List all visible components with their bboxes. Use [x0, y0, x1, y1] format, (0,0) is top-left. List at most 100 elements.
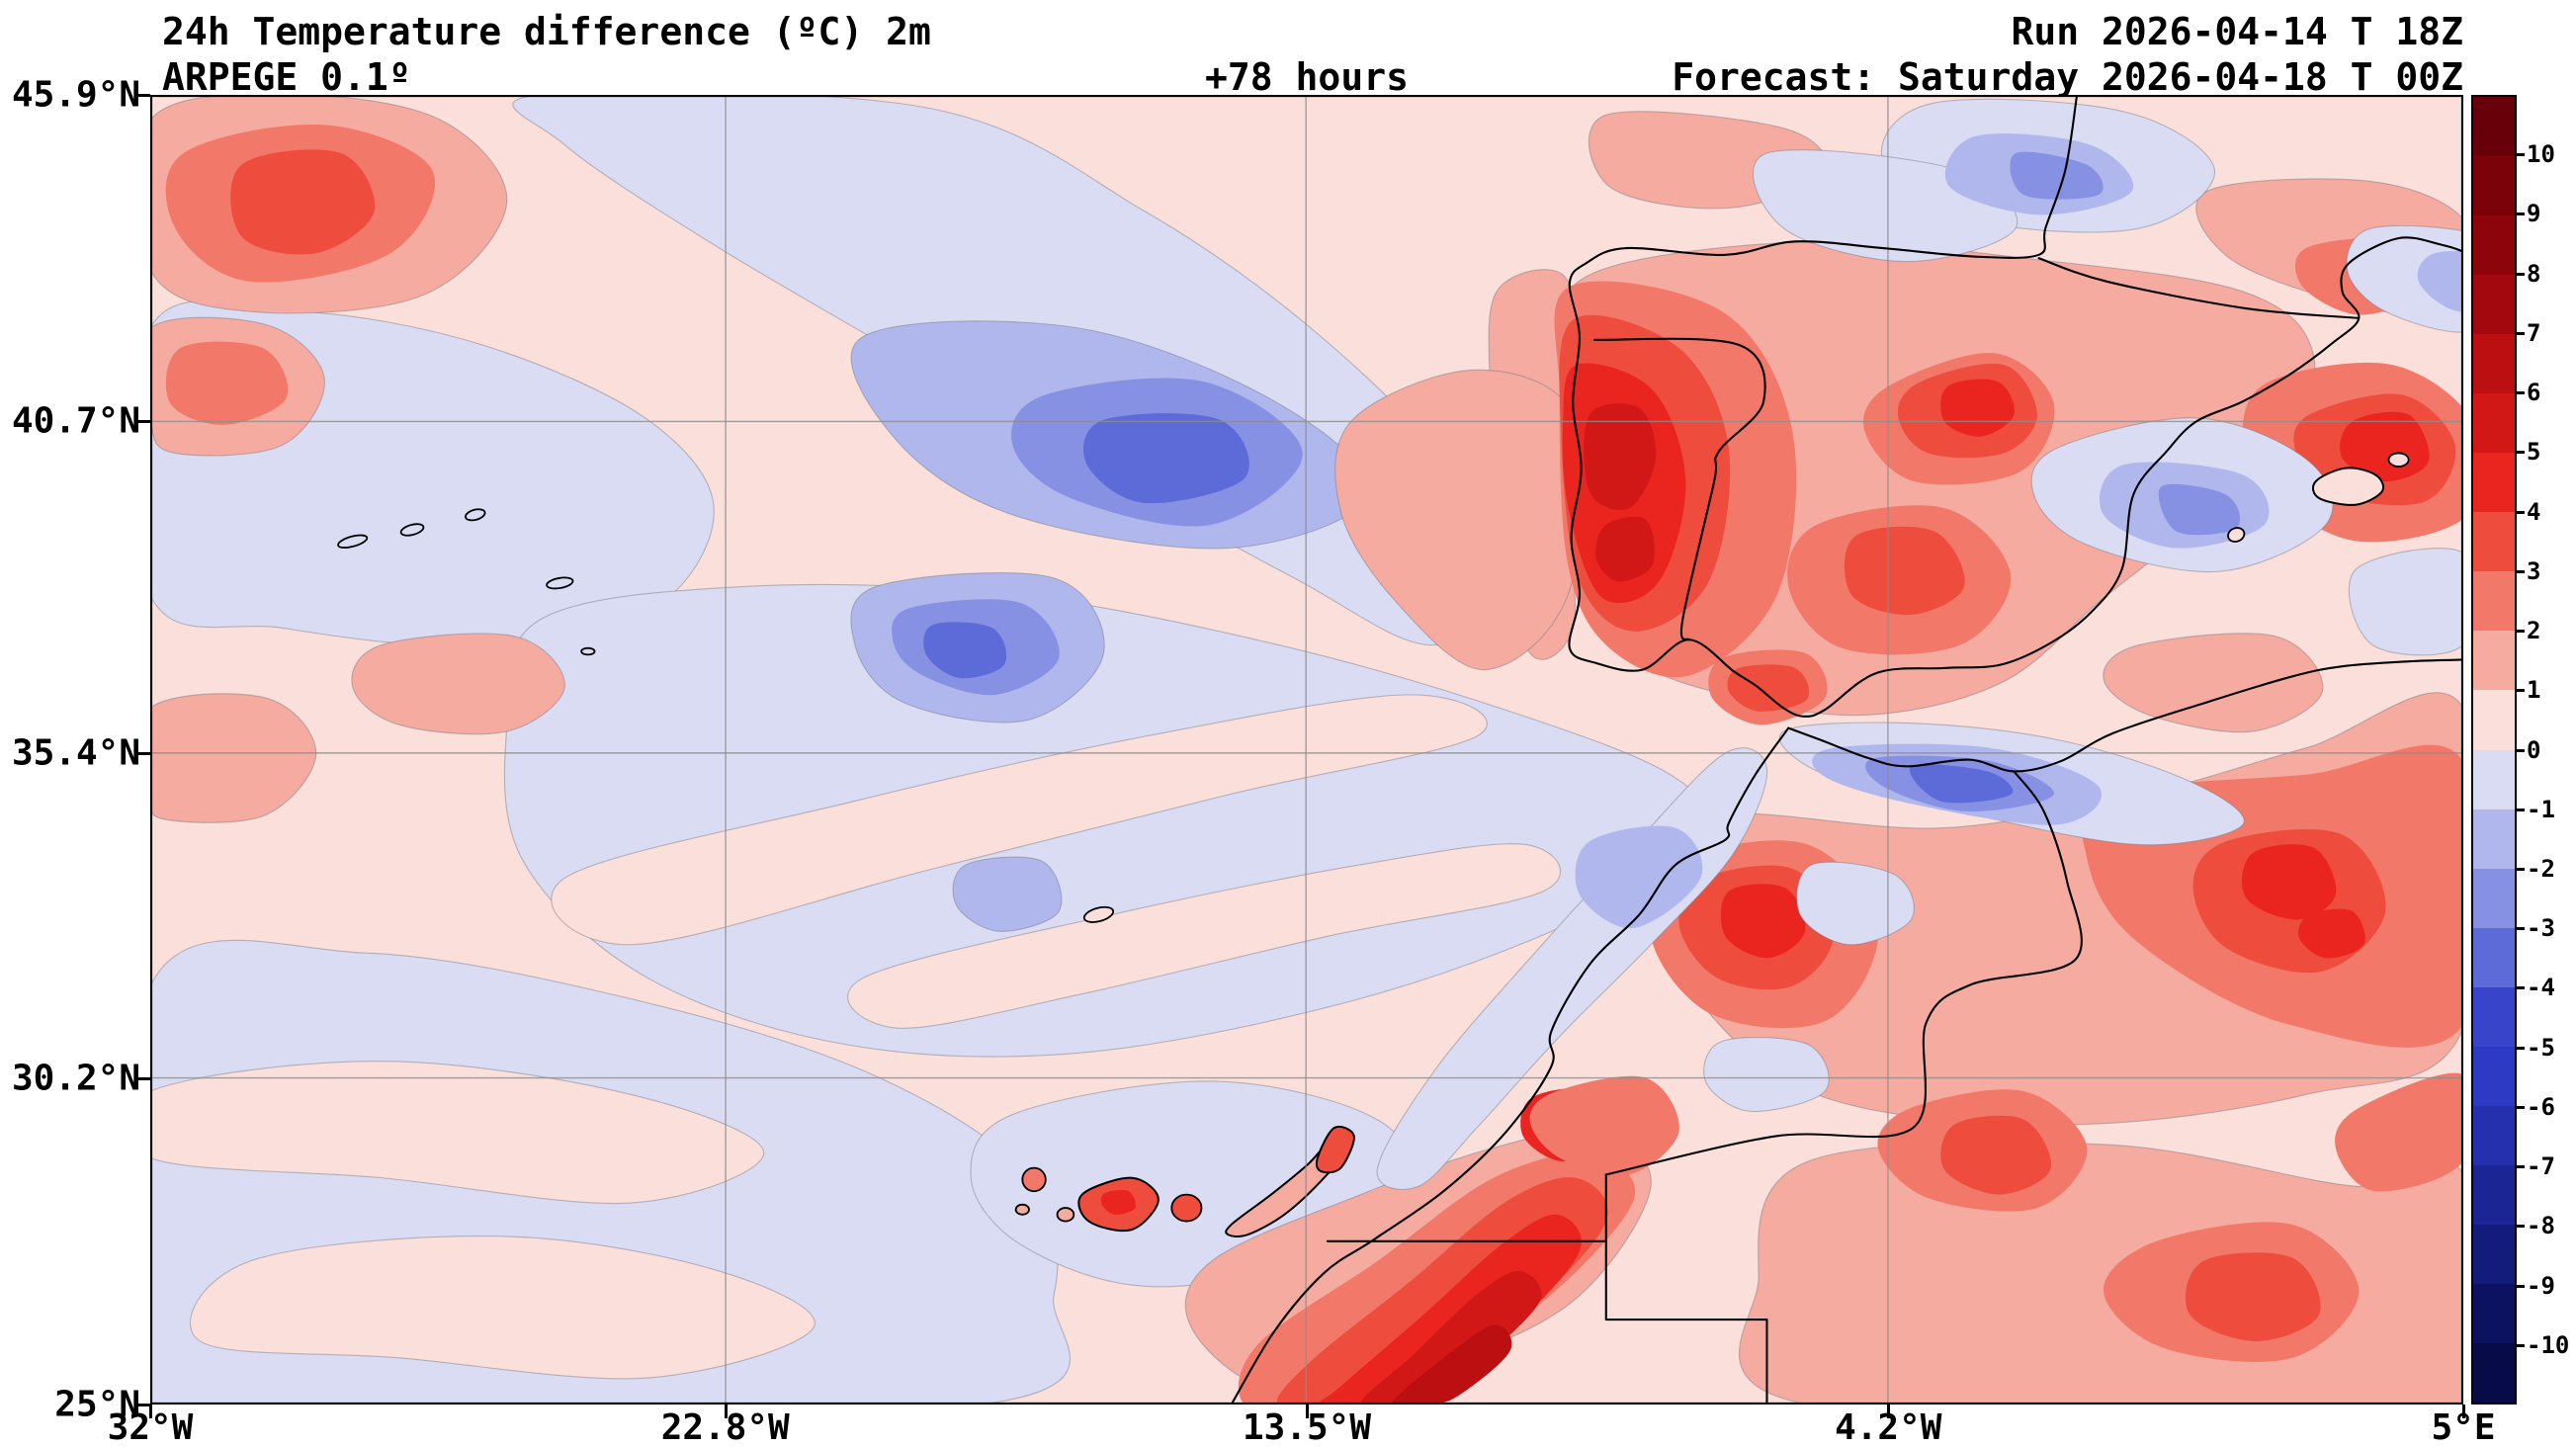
- model-label: ARPEGE 0.1º: [162, 55, 411, 99]
- colorbar-tick: [2517, 272, 2525, 276]
- contour-region: [552, 695, 1487, 945]
- colorbar-tick: [2517, 808, 2525, 811]
- colorbar-segment: [2473, 571, 2515, 632]
- lon-label: 5°E: [2431, 1407, 2496, 1448]
- plot-frame: [151, 96, 2462, 1404]
- contour-region: [1797, 862, 1915, 945]
- colorbar-segment: [2473, 631, 2515, 691]
- colorbar-segment: [2473, 393, 2515, 454]
- colorbar-segment: [2473, 868, 2515, 928]
- island-shape: [581, 648, 594, 655]
- border-line: [1606, 771, 2082, 1174]
- colorbar-segment: [2473, 1105, 2515, 1165]
- colorbar-tick-label: 5: [2527, 438, 2541, 467]
- chart-title: 24h Temperature difference (ºC) 2m: [162, 10, 931, 53]
- colorbar-segment: [2473, 690, 2515, 750]
- colorbar-tick: [2517, 1343, 2525, 1347]
- colorbar: [2471, 95, 2517, 1405]
- contour-region: [2347, 225, 2463, 332]
- colorbar-tick: [2517, 748, 2525, 752]
- contour-region: [1390, 1324, 1512, 1405]
- lat-tick: [136, 1077, 150, 1081]
- island-shape: [1317, 1127, 1354, 1172]
- colorbar-tick: [2517, 569, 2525, 573]
- colorbar-tick: [2517, 986, 2525, 990]
- lon-tick: [2462, 1405, 2465, 1418]
- colorbar-tick-label: -6: [2527, 1092, 2555, 1121]
- contour-region: [1704, 1038, 1830, 1112]
- colorbar-tick-label: 1: [2527, 676, 2541, 705]
- contour-region: [150, 1062, 764, 1204]
- island-shape: [1016, 1205, 1029, 1215]
- island-shape: [399, 522, 424, 538]
- lon-tick: [1887, 1405, 1891, 1418]
- colorbar-tick: [2517, 630, 2525, 634]
- colorbar-segment: [2473, 986, 2515, 1047]
- colorbar-tick-label: -2: [2527, 854, 2555, 883]
- lon-tick: [724, 1405, 728, 1418]
- contour-region: [2158, 483, 2241, 536]
- lon-tick: [1306, 1405, 1309, 1418]
- contour-region: [1319, 1214, 1582, 1405]
- forecast-label: Forecast: Saturday 2026-04-18 T 00Z: [1672, 55, 2463, 99]
- lat-label: 35.4°N: [11, 732, 140, 774]
- island-shape: [1082, 904, 1115, 925]
- colorbar-segment: [2473, 1164, 2515, 1225]
- colorbar-tick: [2517, 867, 2525, 871]
- contour-region: [1335, 370, 1585, 669]
- colorbar-segment: [2473, 1224, 2515, 1284]
- contour-region: [230, 149, 376, 255]
- colorbar-tick-label: -9: [2527, 1271, 2555, 1300]
- colorbar-tick: [2517, 213, 2525, 216]
- island-shape: [1058, 1208, 1074, 1221]
- colorbar-tick-label: -3: [2527, 914, 2555, 943]
- coastline: [1232, 728, 1789, 1405]
- island-shape: [2226, 526, 2246, 544]
- contour-region: [1909, 764, 2014, 804]
- colorbar-segment: [2473, 453, 2515, 513]
- colorbar-tick-label: -8: [2527, 1212, 2555, 1240]
- colorbar-tick-label: 2: [2527, 617, 2541, 645]
- border-line: [1594, 339, 1765, 640]
- contour-region: [190, 1236, 815, 1379]
- contour-region: [2104, 634, 2323, 732]
- island-shape: [546, 576, 573, 591]
- colorbar-tick-label: 8: [2527, 259, 2541, 288]
- contour-region: [165, 341, 289, 425]
- lat-label: 40.7°N: [11, 400, 140, 442]
- colorbar-segment: [2473, 334, 2515, 394]
- colorbar-tick-label: 10: [2527, 140, 2555, 169]
- colorbar-tick-label: -5: [2527, 1033, 2555, 1062]
- contour-region: [2298, 908, 2365, 959]
- colorbar-segment: [2473, 97, 2515, 157]
- colorbar-tick: [2517, 1105, 2525, 1109]
- lat-tick: [136, 94, 150, 97]
- colorbar-tick-label: 7: [2527, 318, 2541, 347]
- colorbar-segment: [2473, 749, 2515, 809]
- contour-region: [1595, 516, 1655, 582]
- colorbar-tick-label: 4: [2527, 497, 2541, 526]
- lat-tick: [136, 751, 150, 755]
- contour-region: [1083, 413, 1249, 504]
- colorbar-tick-label: 6: [2527, 379, 2541, 407]
- contour-region: [352, 634, 564, 734]
- island-shape: [2313, 468, 2383, 505]
- coastline: [1788, 659, 2463, 771]
- contour-region: [2242, 844, 2337, 920]
- lat-tick: [136, 419, 150, 423]
- colorbar-tick: [2517, 451, 2525, 455]
- colorbar-segment: [2473, 156, 2515, 216]
- colorbar-tick: [2517, 1046, 2525, 1050]
- colorbar-tick: [2517, 1284, 2525, 1288]
- colorbar-segment: [2473, 809, 2515, 869]
- colorbar-segment: [2473, 215, 2515, 276]
- contour-region: [1940, 379, 2015, 437]
- colorbar-segment: [2473, 1283, 2515, 1343]
- colorbar-tick-label: 0: [2527, 735, 2541, 764]
- colorbar-tick: [2517, 391, 2525, 395]
- contour-region: [1360, 1271, 1542, 1405]
- colorbar-segment: [2473, 275, 2515, 335]
- colorbar-segment: [2473, 1046, 2515, 1106]
- colorbar-tick: [2517, 331, 2525, 335]
